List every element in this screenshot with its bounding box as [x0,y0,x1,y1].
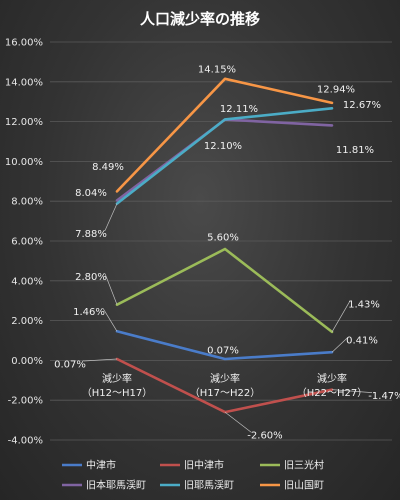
x-category-label: （H17～H22） [190,387,261,399]
legend-entry: 旧耶馬渓町 [184,480,234,492]
data-label: 12.10% [204,141,242,152]
legend-entry: 旧三光村 [284,459,324,472]
data-label: 1.43% [348,299,380,310]
data-label: 12.94% [317,84,355,95]
series-line-2 [115,247,334,334]
chart-title: 人口減少率の推移 [140,10,260,28]
data-label: -2.60% [247,431,282,442]
data-label: 14.15% [198,64,236,75]
series-line-0 [115,329,334,361]
label-leaders [83,203,373,433]
y-tick-label: 14.00% [5,77,43,88]
label-leader-line [104,203,118,231]
x-category-label: 減少率 [317,372,347,385]
y-tick-label: 10.00% [5,157,43,168]
data-label: 12.67% [343,100,381,111]
series-lines [115,77,334,414]
y-tick-label: 2.00% [11,316,43,327]
data-label: 2.80% [75,272,107,283]
data-label: 5.60% [207,232,239,243]
y-tick-label: 4.00% [11,276,43,287]
series-line-1 [115,357,334,414]
label-leader-line [104,273,118,305]
y-tick-label: 16.00% [5,38,43,49]
series-line-3 [115,118,334,202]
data-label: 7.88% [75,229,107,240]
legend-entry: 旧本耶馬渓町 [86,479,146,492]
series-line-4 [115,107,334,205]
series-line-5 [115,77,334,193]
y-tick-label: 12.00% [5,117,43,128]
data-label: 1.46% [73,307,105,318]
y-tick-label: 8.00% [11,197,43,208]
x-category-label: 減少率 [102,372,132,385]
label-leader-line [224,411,252,433]
y-tick-label: -2.00% [8,396,43,407]
data-label: -1.47% [368,391,400,402]
x-category-label: （H12～H17） [82,387,153,399]
data-label: 8.49% [92,162,124,173]
x-category-label: （H22～H27） [297,387,368,399]
data-label: 0.07% [207,346,239,357]
x-axis-categories: 減少率 （H12～H17） 減少率 （H17～H22） 減少率 （H22～H27） [82,372,368,399]
data-label: 0.07% [54,360,86,371]
data-label: 8.04% [75,188,107,199]
y-tick-label: -4.00% [8,436,43,447]
label-leader-line [83,358,118,362]
y-tick-label: 6.00% [11,237,43,248]
x-category-label: 減少率 [210,372,240,385]
label-leader-line [102,308,118,332]
label-leader-line [331,336,349,353]
data-label: 0.41% [346,336,378,347]
legend-entry: 旧中津市 [184,459,224,472]
legend-entry: 中津市 [86,459,116,472]
label-leader-line [331,300,351,333]
data-label: 11.81% [336,145,374,156]
y-axis-ticks: -4.00% -2.00% 0.00% 2.00% 4.00% 6.00% 8.00% 10.… [5,38,43,447]
legend-entry: 旧山国町 [284,480,324,492]
y-tick-label: 0.00% [11,356,43,367]
data-labels: 1.46% 0.07% 0.41% 0.07% -2.60% -1.47% 2.80% 5.6… [54,64,400,441]
data-label: 12.11% [220,104,258,115]
label-leader-line [331,389,373,394]
